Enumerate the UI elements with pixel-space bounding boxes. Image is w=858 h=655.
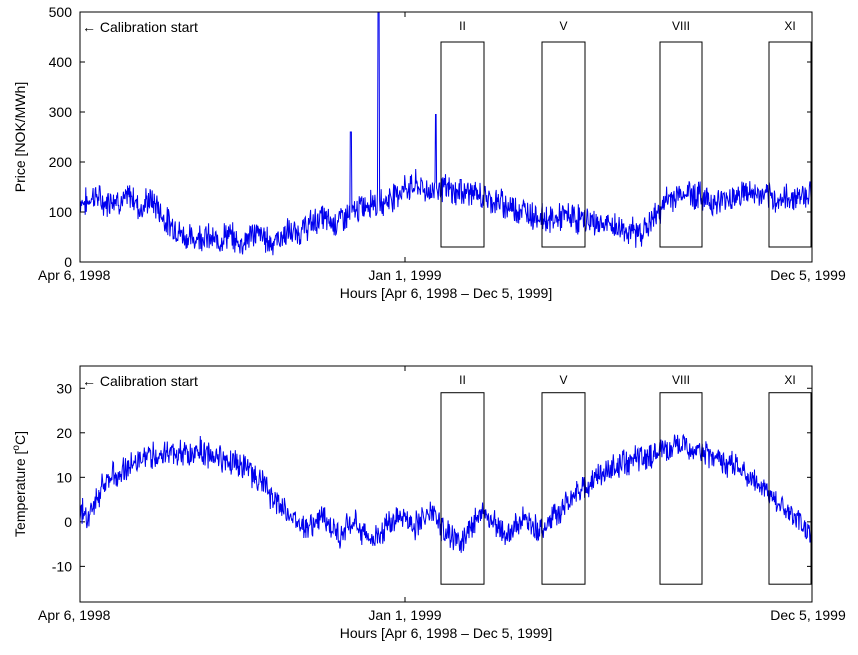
x-tick-label: Apr 6, 1998 [38, 267, 111, 283]
calibration-start-annotation: ← Calibration start [82, 373, 198, 389]
plot-frame [79, 11, 813, 263]
calibration-window-V [541, 392, 586, 585]
calibration-window-V [541, 41, 586, 248]
x-tick-label: Apr 6, 1998 [38, 607, 111, 623]
window-label: V [559, 19, 567, 33]
window-label: XI [784, 373, 795, 387]
calibration-start-annotation: ← Calibration start [82, 19, 198, 35]
window-label: VIII [672, 373, 690, 387]
y-axis-label: Temperature [oC] [11, 431, 28, 537]
window-label: XI [784, 19, 795, 33]
y-tick-label: 300 [49, 104, 73, 120]
window-label: II [459, 373, 466, 387]
y-tick-label: 20 [56, 425, 72, 441]
calibration-window-XI [768, 392, 812, 585]
series-line [80, 433, 812, 553]
calibration-window-VIII [659, 392, 703, 585]
calibration-window-VIII [659, 41, 703, 248]
x-tick-label: Jan 1, 1999 [368, 267, 441, 283]
x-axis-label: Hours [Apr 6, 1998 – Dec 5, 1999] [340, 285, 552, 301]
chart-panel-2: -10 0 10 20 30 Apr 6, 1998 Jan 1, 1999 Dec 5, 1… [11, 365, 846, 641]
x-tick-label: Jan 1, 1999 [368, 607, 441, 623]
plot-frame [79, 365, 813, 603]
calibration-window-II [440, 41, 485, 248]
y-tick-label: 0 [64, 254, 72, 270]
y-tick-label: 30 [56, 380, 72, 396]
x-axis-label: Hours [Apr 6, 1998 – Dec 5, 1999] [340, 625, 552, 641]
window-label: II [459, 19, 466, 33]
y-tick-label: 100 [49, 204, 73, 220]
y-tick-label: -10 [52, 558, 72, 574]
y-tick-label: 10 [56, 469, 72, 485]
calibration-window-XI [768, 41, 812, 248]
y-tick-label: 400 [49, 54, 73, 70]
window-label: V [559, 373, 567, 387]
x-tick-label: Dec 5, 1999 [770, 267, 846, 283]
y-tick-label: 0 [64, 514, 72, 530]
y-tick-label: 200 [49, 154, 73, 170]
window-label: VIII [672, 19, 690, 33]
y-axis-label: Price [NOK/MWh] [12, 82, 28, 192]
x-tick-label: Dec 5, 1999 [770, 607, 846, 623]
calibration-window-II [440, 392, 485, 585]
chart-panel-1: 0 100 200 300 400 500 Apr 6, 1998 Jan 1, 1999 De… [12, 4, 846, 301]
y-tick-label: 500 [49, 4, 73, 20]
series-line [80, 12, 812, 256]
